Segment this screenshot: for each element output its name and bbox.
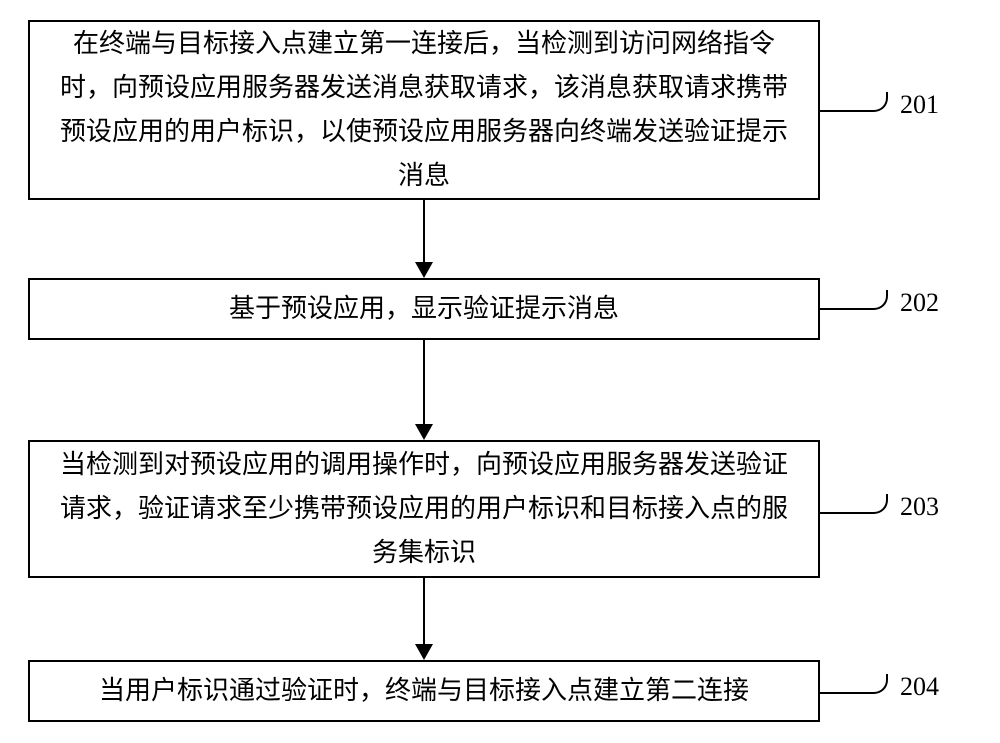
connector-2-3 xyxy=(423,340,425,424)
flow-label-1: 201 xyxy=(900,90,939,120)
connector-3-4 xyxy=(423,578,425,644)
flow-node-2: 基于预设应用，显示验证提示消息 xyxy=(28,278,820,340)
arrowhead-1-2 xyxy=(415,262,433,278)
label-curve-3 xyxy=(868,494,888,514)
flowchart-canvas: 在终端与目标接入点建立第一连接后，当检测到访问网络指令时，向预设应用服务器发送消… xyxy=(0,0,1000,743)
connector-1-2 xyxy=(423,200,425,262)
flow-node-1: 在终端与目标接入点建立第一连接后，当检测到访问网络指令时，向预设应用服务器发送消… xyxy=(28,20,820,200)
label-line-1 xyxy=(820,110,870,112)
label-line-3 xyxy=(820,512,870,514)
flow-node-4-text: 当用户标识通过验证时，终端与目标接入点建立第二连接 xyxy=(99,669,749,713)
flow-node-3: 当检测到对预设应用的调用操作时，向预设应用服务器发送验证请求，验证请求至少携带预… xyxy=(28,440,820,578)
flow-node-2-text: 基于预设应用，显示验证提示消息 xyxy=(229,287,619,331)
label-curve-2 xyxy=(868,290,888,310)
label-line-2 xyxy=(820,308,870,310)
label-line-4 xyxy=(820,692,870,694)
label-curve-1 xyxy=(868,92,888,112)
label-curve-4 xyxy=(868,674,888,694)
arrowhead-3-4 xyxy=(415,644,433,660)
flow-label-4: 204 xyxy=(900,672,939,702)
flow-node-3-text: 当检测到对预设应用的调用操作时，向预设应用服务器发送验证请求，验证请求至少携带预… xyxy=(50,443,798,576)
flow-label-3: 203 xyxy=(900,492,939,522)
flow-label-2: 202 xyxy=(900,288,939,318)
flow-node-1-text: 在终端与目标接入点建立第一连接后，当检测到访问网络指令时，向预设应用服务器发送消… xyxy=(50,22,798,199)
flow-node-4: 当用户标识通过验证时，终端与目标接入点建立第二连接 xyxy=(28,660,820,722)
arrowhead-2-3 xyxy=(415,424,433,440)
